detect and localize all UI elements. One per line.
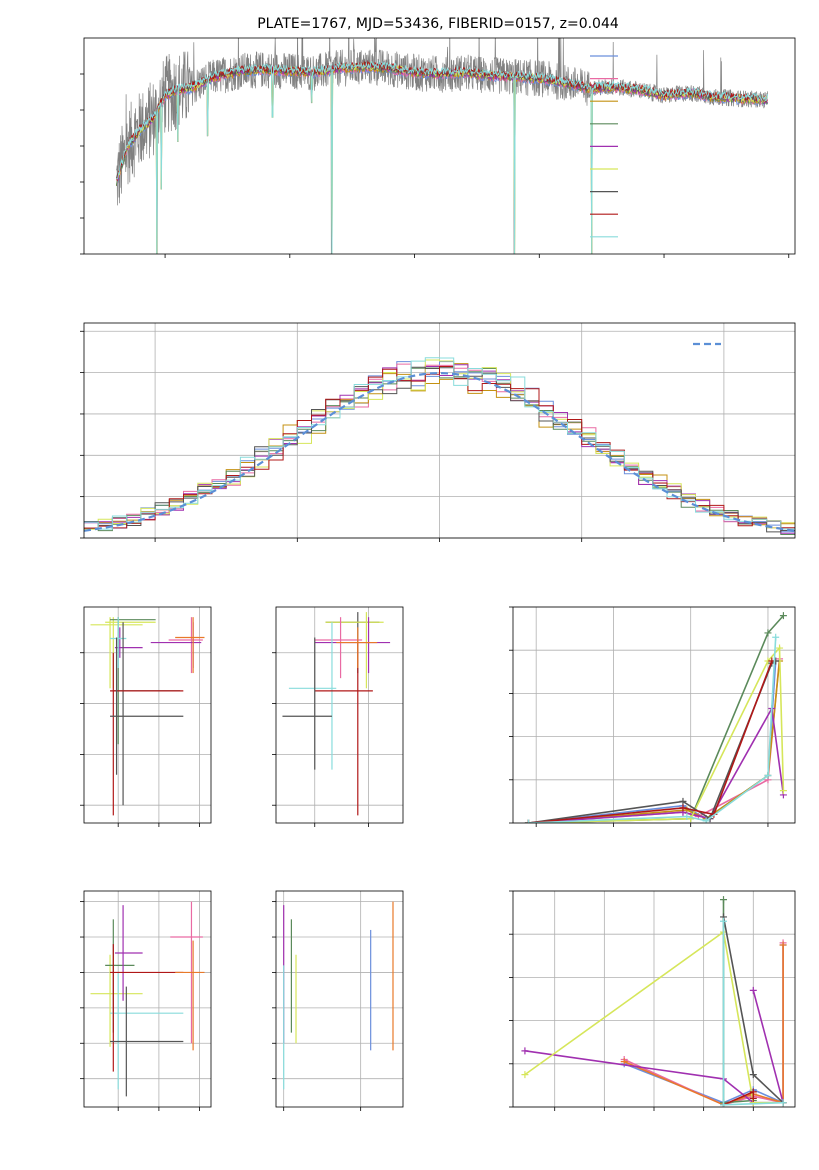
spectrum-panel [80,37,796,258]
axes-frame [83,890,212,1108]
mass-weight-point [702,817,710,823]
legend [590,55,618,238]
mass-weight-point [779,787,787,795]
age-vs-mass-panel [272,606,404,827]
mass-weight-point [749,1071,757,1079]
mass-vs-ebv-panel [272,890,404,1111]
observed-spectrum-line [116,38,768,254]
mass-weight-point [776,644,784,652]
normal-reference-curve [84,371,795,532]
mass-weight-point [720,1101,728,1107]
mass-weight-point [620,1058,628,1066]
axes-frame [275,890,404,1108]
mass-weight-point [779,1099,787,1107]
plot-area [90,617,205,816]
mass-weight-point [521,1071,529,1079]
axes-frame [275,606,404,824]
mass-weight-point [720,896,728,904]
mass-weight-point [521,1047,529,1055]
model-spectrum-line [116,59,769,254]
mass-weight-point [683,813,691,821]
mass-weight-point [749,986,757,994]
mass-weight-point [749,1088,757,1096]
mass-weight-line [528,660,773,823]
mass-weight-point [720,917,728,925]
figure-title: PLATE=1767, MJD=53436, FIBERID=0157, z=0… [257,16,619,32]
residual-histogram-panel [80,322,796,542]
mass-weight-line [528,645,785,823]
plot-area [84,357,795,535]
mass-weight-point [772,633,780,641]
mass-weight-line [528,660,777,823]
plot-area [283,901,394,1090]
mass-weight-point [749,1094,757,1102]
axes-frame [83,322,796,539]
mass-weight-line [722,899,754,1104]
axes-frame [512,890,796,1108]
plot-area [115,38,769,254]
axes-frame [83,37,796,255]
axes-frame [512,606,796,824]
mass-weight-point [524,819,532,823]
mass-weight-point [764,629,772,637]
residual-histogram-step [84,364,795,534]
plot-area [90,901,205,1097]
mass-weight-point [679,797,687,805]
mass-vs-metallicity-panel [80,890,212,1111]
mass-weight-point [779,612,787,620]
axes-frame [83,606,212,824]
mass-weight-vs-age-panel [509,606,796,827]
plot-area [524,612,787,823]
mass-weight-vs-metallicity-panel [509,890,796,1111]
mass-weight-point [779,941,787,949]
mass-weight-line [528,660,777,823]
mass-weight-point [679,804,687,812]
residual-histogram-step [84,359,795,530]
model-spectrum-line [115,60,768,181]
plot-area [521,896,787,1107]
plot-area [282,612,391,816]
mass-weight-point [764,771,772,779]
residual-histogram-step [84,366,795,529]
age-vs-metallicity-panel [80,606,212,827]
